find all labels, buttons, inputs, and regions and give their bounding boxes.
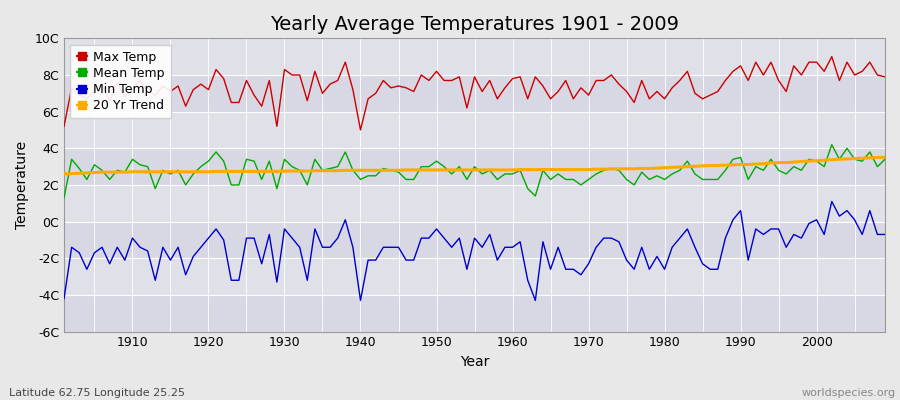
Max Temp (120, 94, 130, 99)
Mean Temp (332, 164, 343, 169)
Bar (64, 148, 885, 185)
Max Temp (826, 54, 837, 59)
Bar (64, 295, 885, 332)
X-axis label: Year: Year (460, 355, 490, 369)
Bar (64, 222, 885, 258)
Min Temp (606, 236, 616, 240)
Max Temp (287, 72, 298, 77)
Mean Temp (598, 168, 609, 173)
Min Temp (507, 245, 517, 250)
Line: Min Temp: Min Temp (64, 202, 885, 300)
Y-axis label: Temperature: Temperature (15, 141, 29, 229)
20 Yr Trend (58, 172, 69, 176)
20 Yr Trend (507, 168, 517, 172)
Line: Max Temp: Max Temp (64, 57, 885, 130)
20 Yr Trend (879, 155, 890, 160)
Min Temp (515, 239, 526, 244)
Min Temp (120, 258, 130, 262)
20 Yr Trend (872, 155, 883, 160)
Min Temp (826, 199, 837, 204)
Legend: Max Temp, Mean Temp, Min Temp, 20 Yr Trend: Max Temp, Mean Temp, Min Temp, 20 Yr Tre… (70, 44, 170, 118)
Max Temp (515, 74, 526, 79)
Max Temp (507, 76, 517, 81)
Min Temp (58, 296, 69, 301)
Line: 20 Yr Trend: 20 Yr Trend (64, 158, 885, 174)
Mean Temp (287, 164, 298, 169)
Max Temp (332, 78, 343, 83)
Mean Temp (826, 142, 837, 147)
Max Temp (606, 72, 616, 77)
20 Yr Trend (332, 168, 343, 173)
Max Temp (356, 128, 366, 132)
Text: worldspecies.org: worldspecies.org (801, 388, 896, 398)
Min Temp (356, 298, 366, 303)
Min Temp (287, 236, 298, 240)
Mean Temp (879, 157, 890, 162)
Min Temp (332, 236, 343, 240)
Mean Temp (120, 170, 130, 174)
20 Yr Trend (287, 169, 298, 174)
20 Yr Trend (500, 168, 510, 172)
Line: Mean Temp: Mean Temp (64, 145, 885, 198)
Bar (64, 75, 885, 112)
Mean Temp (500, 172, 510, 176)
Mean Temp (58, 195, 69, 200)
Mean Temp (507, 172, 517, 176)
Max Temp (58, 124, 69, 129)
Min Temp (879, 232, 890, 237)
20 Yr Trend (120, 170, 130, 174)
Max Temp (879, 74, 890, 79)
20 Yr Trend (598, 167, 609, 172)
Text: Latitude 62.75 Longitude 25.25: Latitude 62.75 Longitude 25.25 (9, 388, 185, 398)
Title: Yearly Average Temperatures 1901 - 2009: Yearly Average Temperatures 1901 - 2009 (270, 15, 679, 34)
